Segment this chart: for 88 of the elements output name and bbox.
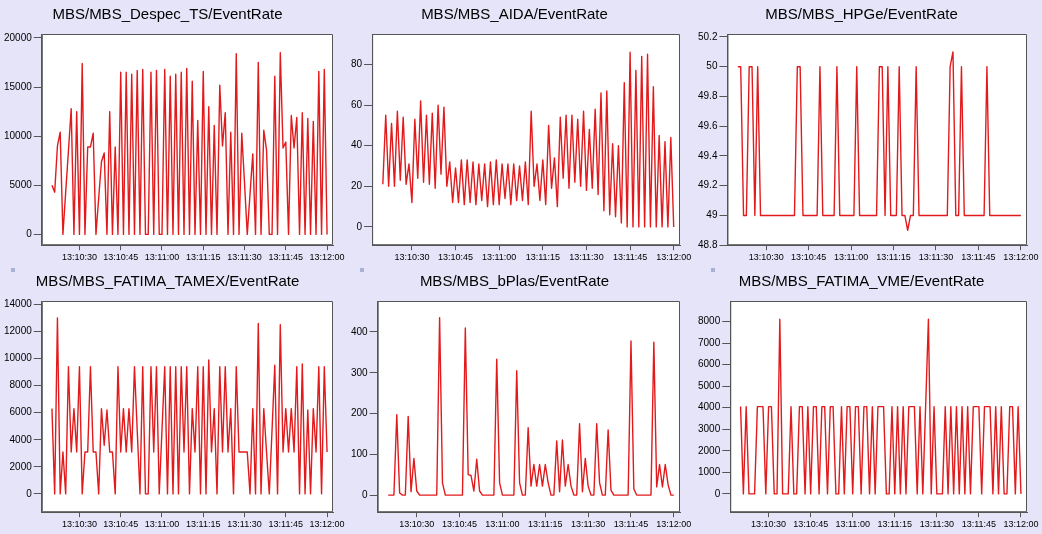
x-tick-label: 13:11:15 <box>186 519 221 530</box>
y-tick-label: 49 <box>706 209 718 221</box>
y-tick-label: 1000 <box>698 466 721 478</box>
x-tick-label: 13:10:30 <box>751 519 787 530</box>
y-tick-label: 40 <box>351 139 363 151</box>
x-tick-label: 13:11:00 <box>485 519 520 530</box>
y-tick-label: 4000 <box>9 433 33 445</box>
y-tick-label: 5000 <box>9 179 33 191</box>
y-tick-label: 6000 <box>698 358 721 370</box>
x-tick-label: 13:11:45 <box>268 252 303 263</box>
x-tick-label: 13:12:00 <box>309 252 345 263</box>
x-tick-label: 13:10:30 <box>61 519 97 530</box>
y-tick-label: 49.2 <box>697 179 718 191</box>
chart-title: MBS/MBS_HPGe/EventRate <box>765 5 958 23</box>
y-tick-label: 200 <box>351 407 369 419</box>
y-tick-label: 5000 <box>698 379 721 391</box>
x-tick-label: 13:10:45 <box>442 519 478 530</box>
x-tick-label: 13:11:30 <box>227 519 262 530</box>
x-tick-label: 13:11:15 <box>525 252 560 263</box>
y-tick-label: 3000 <box>698 422 721 434</box>
y-tick-label: 49.4 <box>697 149 718 161</box>
y-tick-label: 49.6 <box>697 119 718 131</box>
x-tick-label: 13:11:00 <box>144 519 180 530</box>
x-tick-label: 13:10:45 <box>793 519 829 530</box>
y-tick-label: 6000 <box>9 406 33 418</box>
chart-title: MBS/MBS_FATIMA_TAMEX/EventRate <box>35 272 300 290</box>
y-tick-label: 4000 <box>698 401 721 413</box>
y-tick-label: 8000 <box>698 315 721 327</box>
y-tick-label: 14000 <box>4 298 33 310</box>
x-tick-label: 13:11:45 <box>961 519 997 530</box>
x-tick-label: 13:11:45 <box>613 519 649 530</box>
chart-title: MBS/MBS_AIDA/EventRate <box>421 5 608 23</box>
x-tick-label: 13:10:30 <box>748 252 784 263</box>
x-tick-label: 13:11:15 <box>186 252 221 263</box>
x-tick-label: 13:10:45 <box>103 519 139 530</box>
x-tick-label: 13:11:45 <box>961 252 996 263</box>
x-tick-label: 13:10:45 <box>791 252 827 263</box>
chart-title: MBS/MBS_FATIMA_VME/EventRate <box>738 272 985 290</box>
x-tick-label: 13:11:15 <box>877 519 912 530</box>
x-tick-label: 13:12:00 <box>1003 252 1039 263</box>
y-tick-label: 20 <box>351 180 363 192</box>
chart-title: MBS/MBS_bPlas/EventRate <box>419 272 610 290</box>
y-tick-label: 49.8 <box>697 90 718 102</box>
y-tick-label: 0 <box>26 228 33 240</box>
y-tick-label: 80 <box>351 58 363 70</box>
x-tick-label: 13:11:30 <box>918 252 954 263</box>
y-tick-label: 10000 <box>4 352 33 364</box>
y-tick-label: 7000 <box>698 336 721 348</box>
x-tick-label: 13:10:45 <box>103 252 139 263</box>
y-tick-label: 0 <box>362 488 369 500</box>
x-tick-label: 13:11:00 <box>144 252 180 263</box>
y-tick-label: 50.2 <box>697 30 718 42</box>
x-tick-label: 13:11:30 <box>227 252 262 263</box>
x-tick-label: 13:11:30 <box>570 519 606 530</box>
x-tick-label: 13:11:30 <box>569 252 604 263</box>
y-tick-label: 10000 <box>4 129 33 141</box>
y-tick-label: 15000 <box>4 80 33 92</box>
x-tick-label: 13:10:30 <box>399 519 435 530</box>
x-tick-label: 13:11:00 <box>833 252 869 263</box>
y-tick-label: 2000 <box>9 460 33 472</box>
y-tick-label: 12000 <box>4 325 33 337</box>
y-tick-label: 300 <box>351 366 369 378</box>
y-tick-label: 0 <box>356 220 363 232</box>
y-tick-label: 0 <box>26 487 33 499</box>
x-tick-label: 13:12:00 <box>656 252 692 263</box>
x-tick-label: 13:11:00 <box>835 519 870 530</box>
y-tick-label: 60 <box>351 98 363 110</box>
y-tick-label: 100 <box>351 448 369 460</box>
y-tick-label: 8000 <box>9 379 33 391</box>
x-tick-label: 13:10:45 <box>438 252 474 263</box>
x-tick-label: 13:12:00 <box>309 519 345 530</box>
y-tick-label: 400 <box>351 325 369 337</box>
x-tick-label: 13:11:15 <box>876 252 911 263</box>
x-tick-label: 13:10:30 <box>61 252 97 263</box>
x-tick-label: 13:11:45 <box>612 252 648 263</box>
x-tick-label: 13:12:00 <box>656 519 692 530</box>
x-tick-label: 13:11:15 <box>528 519 563 530</box>
x-tick-label: 13:11:45 <box>268 519 303 530</box>
y-tick-label: 20000 <box>4 31 33 43</box>
x-tick-label: 13:11:00 <box>481 252 517 263</box>
x-tick-label: 13:11:30 <box>919 519 955 530</box>
chart-title: MBS/MBS_Despec_TS/EventRate <box>52 5 283 23</box>
x-tick-label: 13:12:00 <box>1003 519 1039 530</box>
y-tick-label: 48.8 <box>697 238 718 250</box>
y-tick-label: 2000 <box>698 444 721 456</box>
x-tick-label: 13:10:30 <box>394 252 430 263</box>
y-tick-label: 50 <box>706 60 718 72</box>
y-tick-label: 0 <box>714 487 721 499</box>
